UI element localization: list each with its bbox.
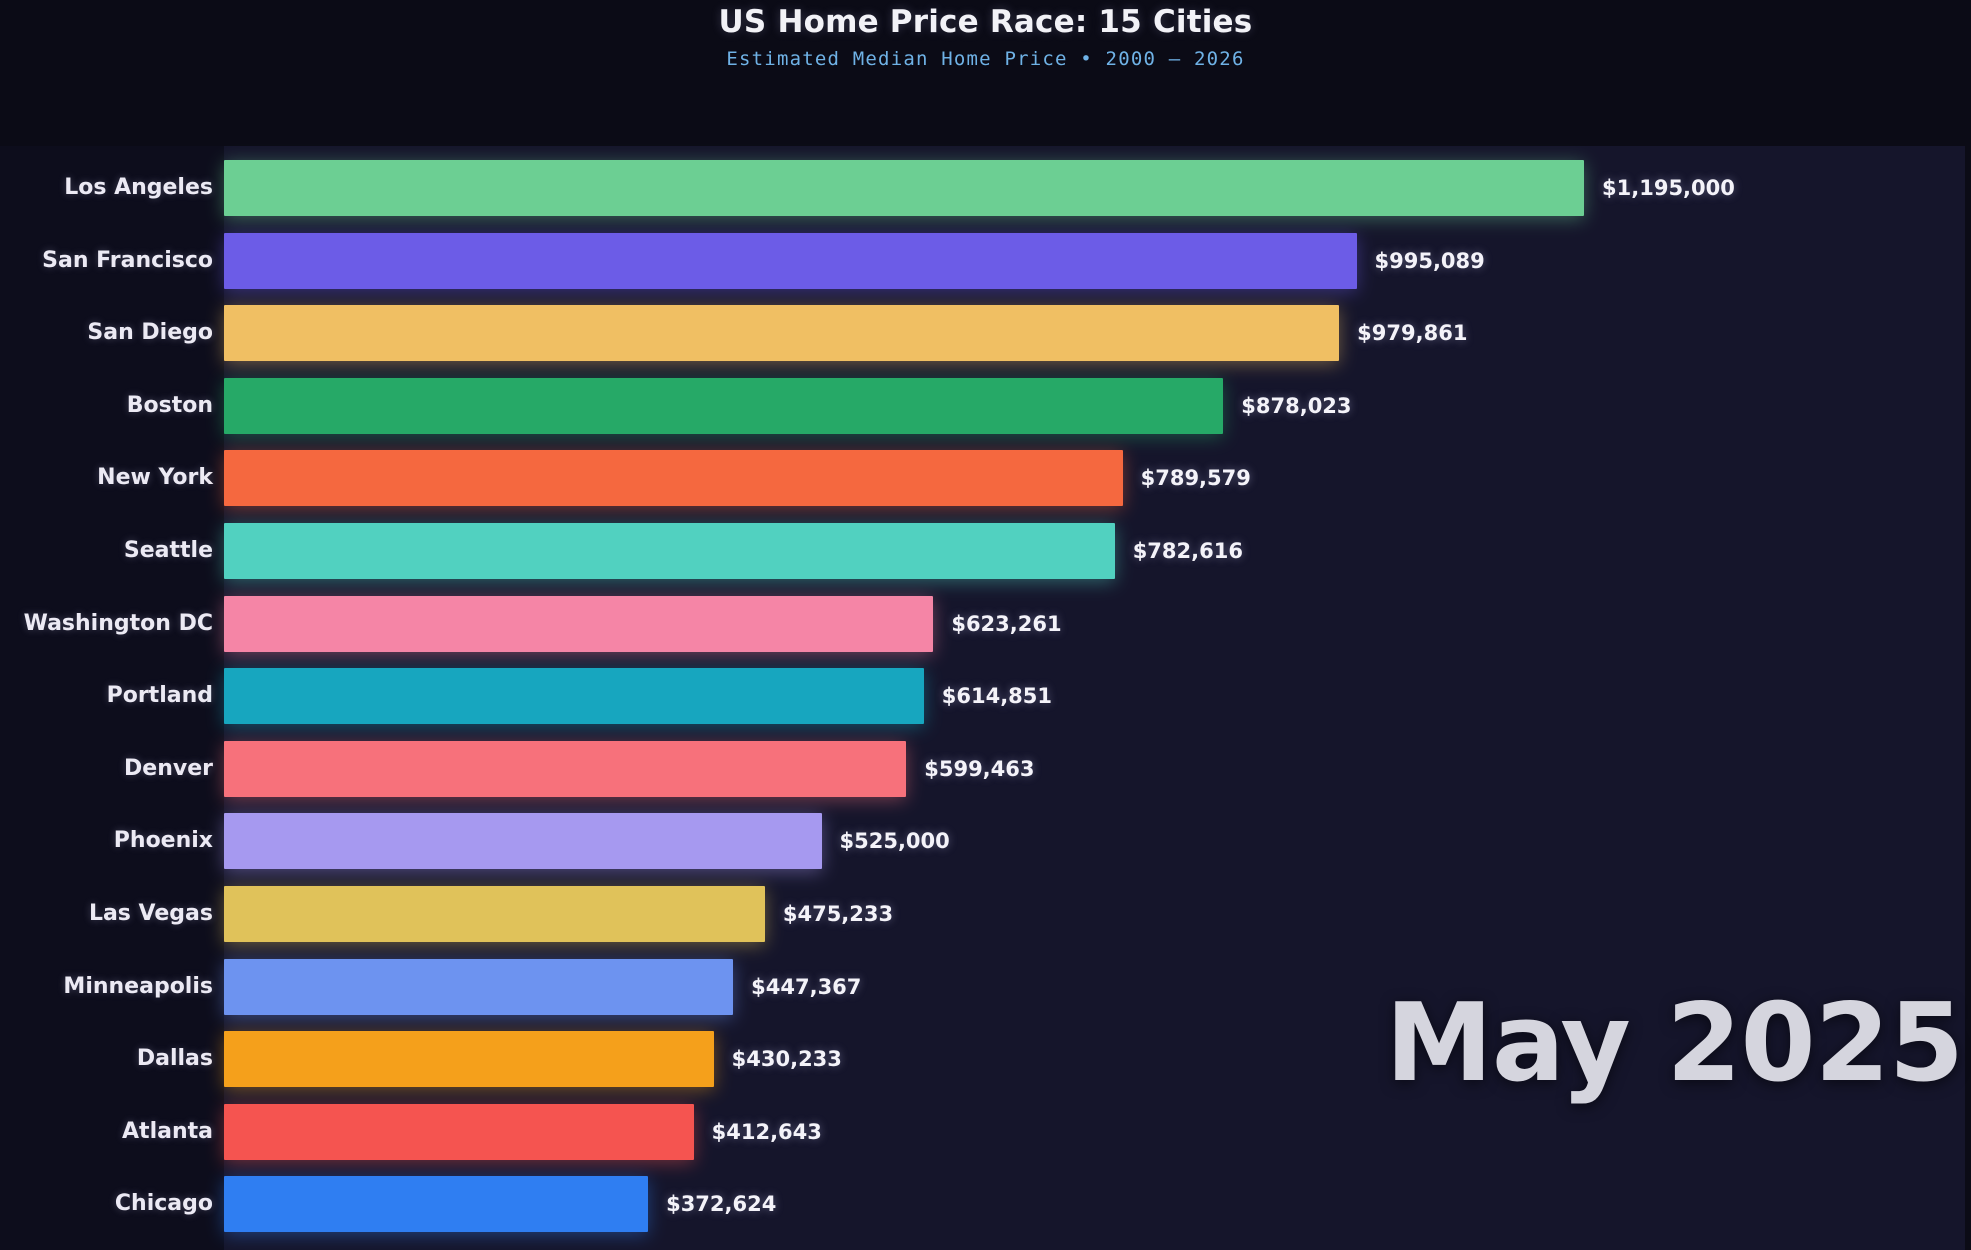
bar-fill [224, 377, 1224, 434]
bar-fill [224, 450, 1123, 507]
bar [224, 232, 1357, 292]
bar-value-label: $782,616 [1132, 539, 1243, 563]
bar-category-label: Denver [124, 755, 213, 781]
bar-value-label: $599,463 [924, 756, 1035, 781]
bar-category-label: Las Vegas [88, 901, 213, 926]
bar-row: Dallas $430,233 [0, 1031, 1971, 1091]
bar [224, 1103, 694, 1163]
bar [224, 886, 765, 945]
bar-category-label: New York [97, 465, 213, 491]
bar-value-label: $614,851 [941, 684, 1053, 709]
bar-value-label: $447,367 [751, 974, 862, 999]
bar-row: Washington DC $623,261 [0, 595, 1971, 655]
bar-row: New York $789,579 [0, 450, 1971, 510]
bar-fill [224, 595, 934, 652]
bar-value-label: $1,195,000 [1602, 176, 1735, 200]
bar-row: Atlanta $412,643 [0, 1103, 1971, 1163]
bar-value-label: $789,579 [1140, 466, 1251, 491]
bar [224, 1031, 714, 1091]
bar-value-label: $430,233 [731, 1047, 842, 1072]
bar-category-label: Atlanta [122, 1118, 213, 1144]
bar [224, 450, 1123, 510]
bar-value-label: $372,624 [666, 1192, 777, 1217]
bar-value-label: $979,861 [1357, 321, 1468, 346]
bar-category-label: Minneapolis [63, 973, 213, 999]
page-title: US Home Price Race: 15 Cities [718, 4, 1253, 40]
bar [224, 668, 924, 728]
bar-fill [224, 232, 1357, 289]
bar [224, 1176, 649, 1236]
bar [224, 813, 822, 873]
bar [224, 595, 934, 655]
bar-category-label: Dallas [136, 1046, 213, 1072]
bar-fill [224, 668, 924, 725]
bar-category-label: Boston [126, 392, 213, 418]
bar-row: San Francisco $995,089 [0, 232, 1971, 292]
bar-value-label: $878,023 [1241, 393, 1352, 418]
bar [224, 958, 734, 1018]
date-stamp: May 2025 [1385, 981, 1964, 1106]
bar-value-label: $995,089 [1374, 248, 1485, 273]
bar-row: Los Angeles $1,195,000 [0, 160, 1971, 219]
bar-row: Boston $878,023 [0, 377, 1971, 437]
bar-category-label: Seattle [123, 538, 213, 563]
bar-category-label: San Diego [87, 320, 213, 346]
bar-fill [224, 886, 765, 942]
bar [224, 377, 1224, 437]
category-label-gutter [0, 146, 224, 1250]
bar-row: Denver $599,463 [0, 740, 1971, 800]
bar-category-label: Portland [106, 683, 213, 709]
bar-fill [224, 813, 822, 870]
bar-fill [224, 160, 1585, 216]
bar [224, 523, 1115, 582]
bar-row: Seattle $782,616 [0, 523, 1971, 582]
bar-fill [224, 1031, 714, 1088]
bar-row: Phoenix $525,000 [0, 813, 1971, 873]
bar [224, 305, 1340, 365]
bar-category-label: Los Angeles [64, 175, 213, 200]
bar-value-label: $623,261 [951, 611, 1062, 636]
bar-row: Chicago $372,624 [0, 1176, 1971, 1236]
bar-fill [224, 1103, 694, 1160]
bar-value-label: $475,233 [782, 902, 894, 926]
bar-fill [224, 958, 734, 1015]
bar [224, 740, 907, 800]
bar-row: Portland $614,851 [0, 668, 1971, 728]
bar-fill [224, 523, 1115, 579]
chart-subtitle: Estimated Median Home Price • 2000 — 202… [726, 48, 1245, 70]
bar-row: Minneapolis $447,367 [0, 958, 1971, 1018]
bar-category-label: Washington DC [23, 610, 213, 636]
bar-category-label: San Francisco [42, 247, 213, 273]
bar-row: Las Vegas $475,233 [0, 886, 1971, 945]
bar-value-label: $412,643 [711, 1119, 822, 1144]
bar [224, 160, 1585, 219]
bar-value-label: $525,000 [839, 829, 950, 854]
bar-fill [224, 305, 1340, 362]
bar-category-label: Chicago [114, 1191, 213, 1217]
bar-row: San Diego $979,861 [0, 305, 1971, 365]
bar-fill [224, 740, 907, 797]
bar-category-label: Phoenix [113, 828, 213, 854]
bar-fill [224, 1176, 649, 1233]
